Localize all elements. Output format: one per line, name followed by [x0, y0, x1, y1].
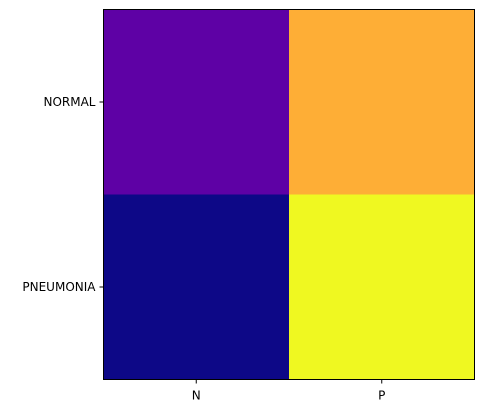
heatmap-cell-normal-n — [103, 9, 290, 195]
y-axis-ticks: NORMAL PNEUMONIA — [22, 95, 104, 294]
plot-frame — [103, 9, 475, 380]
heatmap-cell-normal-p — [289, 9, 475, 195]
y-tick-label-normal: NORMAL — [43, 95, 95, 109]
heatmap-cell-pneumonia-n — [103, 194, 290, 380]
y-tick-label-pneumonia: PNEUMONIA — [22, 280, 96, 294]
x-tick-label-p: P — [378, 389, 385, 403]
heatmap-cells — [103, 9, 475, 380]
x-tick-label-n: N — [192, 389, 201, 403]
heatmap-cell-pneumonia-p — [289, 194, 475, 380]
